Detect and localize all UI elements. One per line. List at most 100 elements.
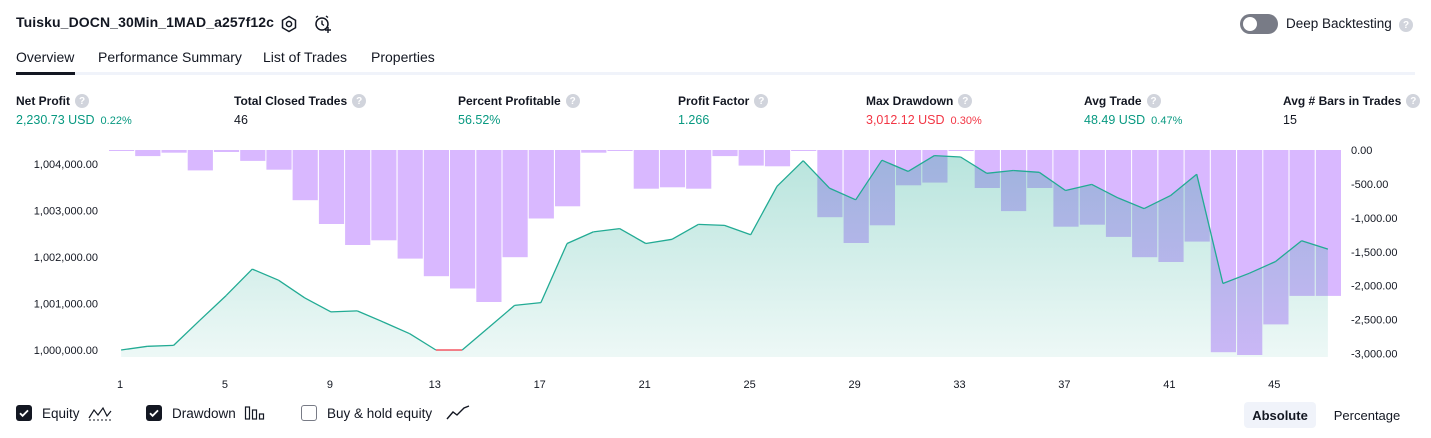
drawdown-bar — [161, 150, 187, 153]
help-icon[interactable]: ? — [958, 94, 973, 108]
drawdown-bar — [371, 150, 397, 241]
equity-drawdown-chart[interactable]: 1,000,000.00 1,001,000.00 1,002,000.00 1,00… — [0, 140, 1431, 395]
drawdown-bar — [450, 150, 476, 289]
equity-line-segment — [173, 319, 201, 346]
drawdown-bar — [581, 150, 607, 153]
metric-profit-factor-label: Profit Factor? — [678, 94, 769, 108]
equity-line-segment — [1117, 197, 1145, 210]
equity-line-segment — [855, 159, 883, 201]
equity-line-segment — [1065, 183, 1092, 192]
x-axis-tick: 9 — [327, 379, 333, 391]
equity-line-segment — [330, 310, 358, 313]
metric-avg-bars-value: 15 — [1283, 113, 1297, 127]
equity-line-segment — [881, 159, 909, 172]
equity-line-segment — [1170, 173, 1198, 197]
drawdown-bar — [423, 150, 449, 277]
absolute-mode-button[interactable]: Absolute — [1244, 402, 1316, 428]
equity-line-segment — [540, 243, 568, 303]
buy-hold-checkbox[interactable] — [301, 405, 317, 421]
x-axis-tick: 17 — [534, 379, 546, 391]
x-axis-tick: 41 — [1163, 379, 1175, 391]
right-axis-tick: -2,000.00 — [1351, 281, 1397, 293]
equity-line-segment — [593, 227, 620, 233]
metric-net-profit-label: Net Profit? — [16, 94, 89, 108]
left-axis-tick: 1,004,000.00 — [34, 159, 98, 171]
drawdown-bar — [948, 150, 974, 151]
metric-percent-profitable-value: 56.52% — [458, 113, 501, 127]
tab-properties[interactable]: Properties — [371, 49, 435, 65]
equity-line-segment — [960, 156, 988, 174]
equity-checkbox[interactable] — [16, 405, 32, 421]
drawdown-bar — [502, 150, 528, 258]
metric-max-drawdown-label: Max Drawdown? — [866, 94, 973, 108]
drawdown-bar — [764, 150, 791, 167]
equity-line-segment — [147, 344, 174, 347]
help-icon[interactable]: ? — [1146, 94, 1161, 108]
drawdown-bar — [659, 150, 686, 188]
help-icon[interactable]: ? — [565, 94, 580, 108]
equity-line-segment — [383, 321, 410, 335]
metric-avg-trade-label: Avg Trade? — [1084, 94, 1161, 108]
equity-line-segment — [121, 345, 148, 351]
equity-line-segment — [199, 295, 227, 321]
right-axis-tick: -500.00 — [1351, 179, 1388, 191]
equity-line-segment — [304, 297, 332, 313]
buy-hold-legend-label: Buy & hold equity — [327, 406, 433, 421]
drawdown-bar — [213, 150, 240, 152]
equity-line-segment — [487, 304, 516, 329]
metric-total-closed-trades-label: Total Closed Trades? — [234, 94, 367, 108]
equity-line-segment — [409, 333, 437, 351]
help-icon[interactable]: ? — [1406, 94, 1421, 108]
tab-list-of-trades[interactable]: List of Trades — [263, 49, 348, 65]
x-axis-tick: 29 — [848, 379, 860, 391]
drawdown-bar — [135, 150, 161, 157]
equity-line-segment — [1301, 240, 1329, 250]
right-axis-tick: -3,000.00 — [1351, 349, 1397, 361]
equity-line-segment — [1274, 240, 1303, 263]
equity-line-segment — [514, 301, 541, 307]
percentage-mode-button[interactable]: Percentage — [1333, 407, 1401, 423]
tabs-divider — [16, 72, 1415, 75]
equity-line-segment — [698, 223, 725, 227]
drawdown-bar — [292, 150, 318, 201]
drawdown-checkbox[interactable] — [146, 405, 162, 421]
equity-line-segment — [278, 279, 306, 299]
drawdown-bar — [791, 150, 817, 151]
left-axis-tick: 1,001,000.00 — [34, 299, 98, 311]
toggle-knob — [1243, 17, 1257, 31]
equity-line-segment — [1143, 195, 1171, 210]
drawdown-bar — [633, 150, 659, 189]
metric-avg-bars-label: Avg # Bars in Trades? — [1283, 94, 1421, 108]
equity-line-segment — [907, 155, 935, 172]
deep-backtesting-toggle[interactable] — [1240, 14, 1278, 34]
tab-performance-summary[interactable]: Performance Summary — [98, 49, 242, 65]
left-axis-tick: 1,002,000.00 — [34, 252, 98, 264]
equity-line-segment — [645, 238, 673, 245]
equity-line-segment — [225, 268, 253, 297]
help-icon[interactable]: ? — [754, 94, 769, 108]
help-icon[interactable]: ? — [1399, 18, 1413, 32]
add-alert-icon[interactable] — [312, 13, 334, 35]
x-axis-tick: 21 — [639, 379, 651, 391]
right-axis-tick: -2,500.00 — [1351, 315, 1397, 327]
drawdown-bar — [109, 150, 135, 151]
equity-line-segment — [1038, 171, 1066, 192]
equity-line-segment — [934, 154, 961, 158]
x-axis-tick: 25 — [743, 379, 755, 391]
drawdown-bar — [607, 150, 633, 151]
strategy-title: Tuisku_DOCN_30Min_1MAD_a257f12c — [16, 14, 275, 30]
gear-icon[interactable] — [278, 13, 300, 35]
help-icon[interactable]: ? — [352, 94, 367, 108]
left-axis-tick: 1,000,000.00 — [34, 345, 98, 357]
drawdown-bars-icon — [244, 404, 268, 427]
drawdown-bar — [686, 150, 712, 189]
help-icon[interactable]: ? — [75, 94, 89, 108]
x-axis-tick: 37 — [1058, 379, 1070, 391]
drawdown-bar — [738, 150, 764, 166]
equity-line-segment — [1013, 169, 1040, 173]
drawdown-bar — [712, 150, 738, 157]
equity-line-segment — [802, 160, 830, 189]
equity-area — [121, 155, 1328, 357]
tab-overview[interactable]: Overview — [16, 49, 75, 65]
equity-line-segment — [750, 185, 778, 236]
